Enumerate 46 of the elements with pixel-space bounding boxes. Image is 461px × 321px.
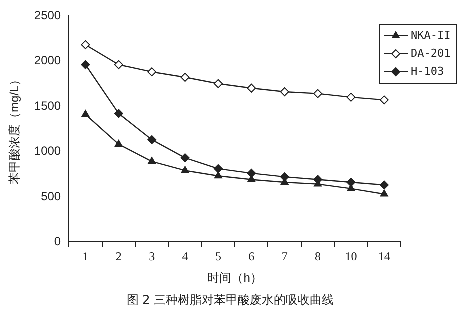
y-tick-label: 500 [41, 189, 62, 204]
point [148, 68, 157, 77]
x-tick-label: 4 [182, 250, 188, 264]
point [81, 60, 90, 70]
point [314, 89, 323, 98]
point [247, 84, 256, 93]
x-tick-label: 8 [315, 250, 322, 264]
point [82, 110, 90, 118]
legend-label: H-103 [411, 64, 444, 78]
point [346, 178, 356, 187]
x-tick-label: 3 [149, 250, 156, 264]
caption: 图 2 三种树脂对苯甲酸废水的吸收曲线 [126, 292, 336, 309]
point [114, 60, 124, 70]
y-tick-label: 2000 [34, 54, 62, 68]
point [181, 166, 190, 174]
point [114, 109, 124, 118]
x-tick-label: 5 [215, 250, 222, 264]
y-tick-label: 0 [54, 234, 62, 249]
x-axis-title: 时间（h） [208, 271, 262, 286]
y-tick-label: 2500 [34, 8, 62, 22]
point [180, 154, 190, 163]
point [81, 40, 90, 50]
x-tick-label: 1 [82, 250, 89, 264]
y-axis-title: 苯甲酸浓度（mg/L） [8, 74, 22, 184]
legend-label: NKA-II [411, 28, 451, 42]
point [380, 190, 388, 197]
x-tick-label: 2 [116, 250, 122, 264]
point [214, 164, 223, 174]
point [346, 92, 356, 102]
x-tick-label: 10 [345, 250, 358, 264]
point [280, 88, 290, 97]
x-tick-label: 7 [282, 250, 288, 264]
point [380, 180, 389, 190]
legend-label: DA-201 [411, 46, 451, 60]
point [380, 96, 389, 105]
x-tick-label: 14 [378, 250, 390, 264]
point [148, 157, 156, 164]
point [114, 140, 123, 147]
y-tick-label: 1500 [34, 98, 62, 113]
x-tick-label: 6 [248, 250, 255, 264]
point [214, 79, 223, 88]
y-tick-label: 1000 [34, 144, 62, 158]
point [214, 172, 222, 179]
point [148, 135, 157, 144]
point [247, 168, 256, 178]
point [180, 73, 190, 82]
